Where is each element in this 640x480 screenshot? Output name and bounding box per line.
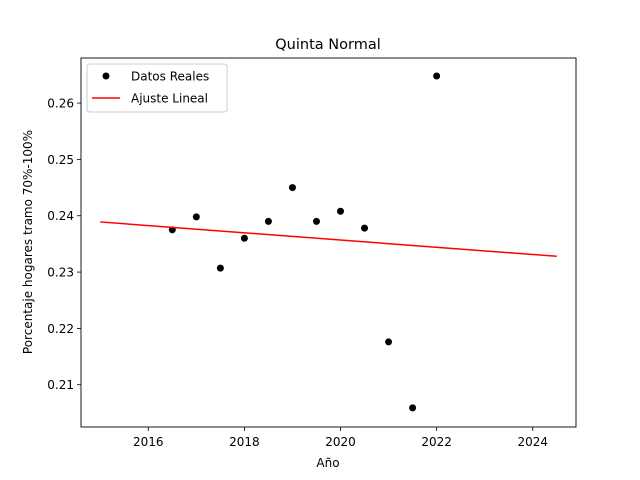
data-point [288, 184, 296, 192]
data-point [385, 338, 393, 346]
legend-box [86, 63, 228, 113]
y-tick-label: 0.22 [47, 322, 74, 336]
legend-marker-datos-reales [102, 72, 110, 80]
data-point [409, 404, 417, 412]
x-tick-label: 2016 [133, 435, 164, 449]
fit-line [100, 221, 557, 258]
data-point [264, 217, 272, 225]
plot-area [80, 57, 577, 428]
x-tick-label: 2024 [517, 435, 548, 449]
legend-label-ajuste-lineal: Ajuste Lineal [131, 92, 208, 106]
y-tick-label: 0.24 [47, 209, 74, 223]
y-tick-label: 0.25 [47, 153, 74, 167]
legend-label-datos-reales: Datos Reales [131, 70, 209, 84]
data-point [312, 217, 320, 225]
data-marks [100, 72, 557, 412]
y-tick-label: 0.23 [47, 266, 74, 280]
legend: Datos Reales Ajuste Lineal [86, 63, 228, 113]
y-tick-label: 0.26 [47, 97, 74, 111]
x-axis-label: Año [316, 456, 339, 470]
axis-ticks: 2016 2018 2020 2022 2024 0.21 0.22 0.23 0.24 0.25… [47, 97, 548, 449]
data-point [337, 207, 345, 215]
data-point [216, 264, 224, 272]
data-point [192, 213, 200, 221]
y-axis-label: Porcentaje hogares tramo 70%-100% [21, 130, 35, 354]
y-tick-label: 0.21 [47, 378, 74, 392]
x-tick-label: 2018 [229, 435, 260, 449]
chart-title: Quinta Normal [275, 37, 380, 53]
data-point [240, 234, 248, 242]
x-tick-label: 2020 [325, 435, 356, 449]
data-point [433, 72, 441, 80]
data-point [361, 224, 369, 232]
x-tick-label: 2022 [421, 435, 452, 449]
